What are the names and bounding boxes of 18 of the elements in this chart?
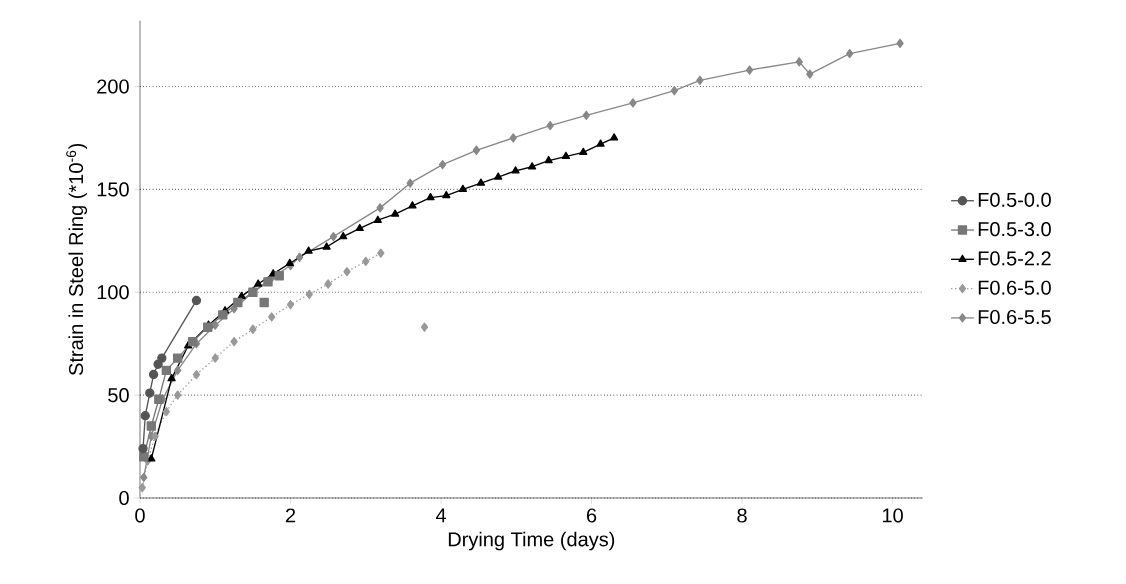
x-tick-label: 10 [882,508,903,523]
y-axis-title: Strain in Steel Ring (*10$^{-6}$) [66,143,88,376]
x-tick-label: 2 [285,508,296,523]
x-tick-label: 8 [737,508,747,523]
x-axis-title: Drying Time (days) [448,531,615,551]
y-tick-label: 150 [97,182,129,197]
legend-label: F0.6-5.5 [978,309,1051,325]
x-tick-label: 0 [135,508,145,523]
x-tick-label: 4 [435,508,447,523]
legend-label: F0.5-2.2 [978,251,1051,266]
legend-label: F0.6-5.0 [978,280,1051,295]
legend-label: F0.5-3.0 [978,222,1051,237]
y-tick-label: 50 [108,388,129,403]
y-tick-label: 0 [119,490,129,506]
y-tick-label: 200 [97,79,129,94]
x-tick-label: 6 [587,508,597,523]
legend-label: F0.5-0.0 [978,192,1051,207]
y-tick-label: 100 [97,285,129,300]
